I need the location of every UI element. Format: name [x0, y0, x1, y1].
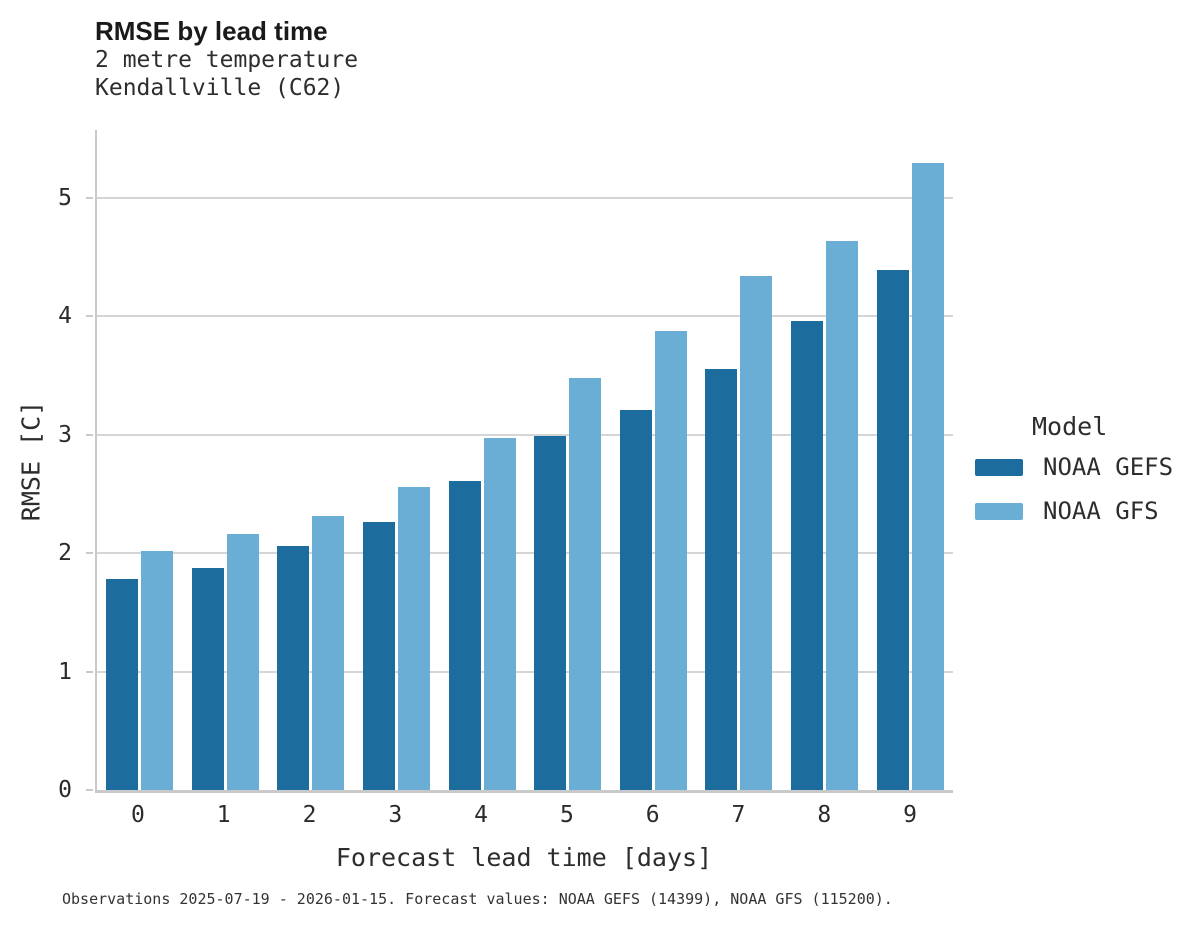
y-tick-mark-4: [86, 315, 93, 318]
x-tick-label-6: 6: [645, 802, 660, 828]
bar-group-day-2: [268, 130, 354, 790]
legend-label-noaa-gfs: NOAA GFS: [1043, 497, 1159, 525]
legend-label-noaa-gefs: NOAA GEFS: [1043, 453, 1174, 481]
chart-header: RMSE by lead time 2 metre temperature Ke…: [95, 16, 358, 102]
gridline-y-1: [97, 670, 953, 673]
x-tick-label-0: 0: [130, 802, 145, 828]
legend-item-noaa-gefs: NOAA GEFS: [975, 453, 1173, 481]
y-tick-label-0: 0: [58, 777, 72, 803]
bar-noaa-gefs-day-7: [705, 369, 738, 790]
y-tick-mark-5: [86, 196, 93, 199]
x-axis: 0 1 2 3 4 5 6 7 8 9: [95, 802, 953, 828]
y-axis: 0 1 2 3 4 5: [0, 130, 95, 803]
x-tick-label-7: 7: [731, 802, 746, 828]
bar-noaa-gfs-day-5: [569, 377, 602, 790]
gridline-y-3: [97, 433, 953, 436]
x-tick-label-9: 9: [903, 802, 917, 828]
gridline-y-5: [97, 196, 953, 199]
bar-noaa-gfs-day-2: [312, 516, 345, 790]
y-tick-mark-1: [86, 670, 93, 673]
y-tick-mark-3: [86, 433, 93, 436]
y-tick-label-1: 1: [58, 658, 72, 685]
bar-noaa-gefs-day-4: [448, 480, 481, 790]
bar-noaa-gefs-day-1: [191, 568, 224, 790]
x-tick-label-3: 3: [388, 802, 403, 828]
bar-group-day-4: [439, 130, 525, 790]
y-tick-label-3: 3: [58, 421, 72, 448]
bar-group-day-8: [782, 130, 868, 790]
x-tick-label-4: 4: [474, 802, 489, 828]
bar-noaa-gefs-day-2: [277, 545, 310, 790]
legend-swatch-noaa-gfs: [975, 502, 1023, 520]
chart-subtitle-line-1: 2 metre temperature: [95, 47, 359, 73]
x-tick-label-8: 8: [817, 802, 832, 828]
bar-group-day-3: [354, 130, 440, 790]
bar-noaa-gfs-day-7: [740, 275, 773, 790]
x-tick-label-1: 1: [216, 802, 231, 828]
chart-title: RMSE by lead time: [95, 16, 328, 46]
bar-noaa-gfs-day-3: [398, 486, 431, 790]
y-tick-mark-0: [86, 789, 93, 791]
bar-noaa-gfs-day-4: [483, 438, 516, 790]
bar-noaa-gfs-day-8: [826, 241, 859, 790]
caption: Observations 2025-07-19 - 2026-01-15. Fo…: [62, 890, 893, 908]
y-tick-label-4: 4: [58, 303, 72, 330]
bar-noaa-gefs-day-9: [876, 269, 909, 790]
bar-noaa-gefs-day-8: [791, 320, 824, 790]
legend-item-noaa-gfs: NOAA GFS: [975, 497, 1173, 525]
legend: Model NOAA GEFS NOAA GFS: [975, 412, 1173, 541]
bar-group-day-6: [611, 130, 697, 790]
bars-layer: [97, 130, 953, 790]
legend-swatch-noaa-gefs: [975, 458, 1023, 476]
bar-group-day-5: [525, 130, 611, 790]
bar-group-day-7: [696, 130, 782, 790]
legend-title: Model: [1032, 412, 1108, 441]
gridline-y-4: [97, 315, 953, 318]
bar-group-day-0: [97, 130, 183, 790]
bar-noaa-gefs-day-6: [619, 409, 652, 790]
plot-area: [95, 130, 953, 793]
bar-group-day-1: [183, 130, 269, 790]
gridline-y-2: [97, 552, 953, 555]
bar-noaa-gfs-day-9: [911, 163, 944, 790]
bar-noaa-gefs-day-3: [363, 522, 396, 790]
bar-noaa-gefs-day-5: [534, 435, 567, 790]
bar-group-day-9: [867, 130, 953, 790]
y-tick-label-5: 5: [58, 184, 72, 211]
x-tick-label-5: 5: [559, 802, 574, 828]
bar-noaa-gfs-day-6: [654, 331, 687, 790]
y-tick-mark-2: [86, 552, 93, 555]
chart-subtitle-line-2: Kendallville (C62): [95, 75, 345, 101]
bar-noaa-gefs-day-0: [106, 579, 139, 790]
x-axis-title: Forecast lead time [days]: [335, 843, 713, 872]
x-tick-label-2: 2: [302, 802, 317, 828]
bar-noaa-gfs-day-0: [141, 550, 174, 790]
y-tick-label-2: 2: [58, 540, 72, 567]
bar-noaa-gfs-day-1: [226, 534, 259, 790]
